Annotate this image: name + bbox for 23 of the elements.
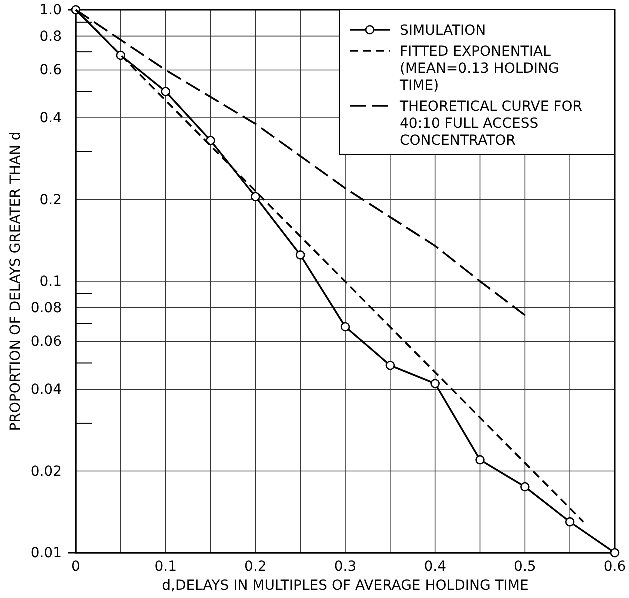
x-tick-label: 0.2 xyxy=(244,558,267,575)
y-axis-title: PROPORTION OF DELAYS GREATER THAN d xyxy=(8,132,24,432)
y-tick-label: 0.4 xyxy=(40,110,62,127)
x-tick-label: 0.5 xyxy=(514,558,536,575)
y-tick-label: 0.04 xyxy=(30,382,62,398)
legend-label: FITTED EXPONENTIAL (MEAN=0.13 HOLDING TIME) xyxy=(399,44,560,94)
legend-label: THEORETICAL CURVE FOR 40:10 FULL ACCESS CONCENTRATOR xyxy=(399,99,583,149)
x-axis-title: d,DELAYS IN MULTIPLES OF AVERAGE HOLDING TIME xyxy=(162,578,529,594)
x-tick-label: 0.3 xyxy=(334,558,357,575)
y-tick-label: 0.02 xyxy=(30,464,62,480)
y-tick-label: 0.01 xyxy=(30,545,62,562)
x-tick-label: 0.4 xyxy=(424,558,447,575)
y-tick-label: 0.6 xyxy=(40,62,62,79)
x-tick-label: 0 xyxy=(72,558,80,575)
y-tick-label: 1.0 xyxy=(40,2,62,18)
y-tick-label: 0.06 xyxy=(30,334,62,350)
x-tick-label: 0.1 xyxy=(154,558,177,575)
x-tick-label: 0.6 xyxy=(604,558,626,575)
y-tick-label: 0.8 xyxy=(40,28,62,45)
legend-label: SIMULATION xyxy=(400,23,486,39)
y-tick-label: 0.2 xyxy=(40,192,62,208)
y-tick-label: 0.1 xyxy=(40,274,62,290)
y-tick-label: 0.08 xyxy=(30,300,62,316)
